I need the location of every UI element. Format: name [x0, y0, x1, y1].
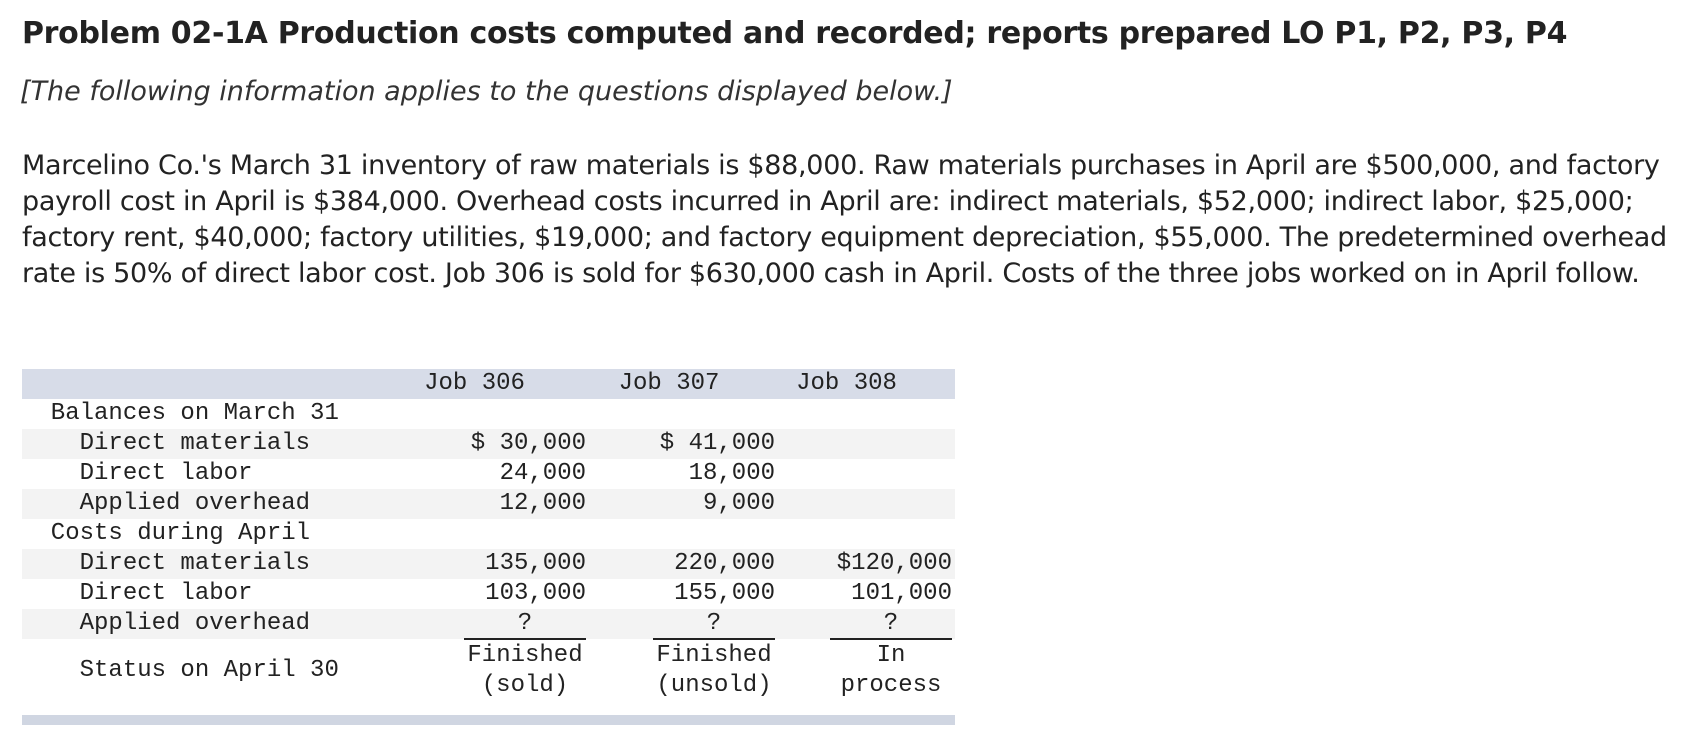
- table-row: Applied overhead???: [22, 609, 955, 640]
- cell: 24,000: [499, 460, 586, 487]
- cell: ?: [775, 609, 952, 640]
- status-line: (sold): [481, 672, 569, 699]
- column-header: Job 308: [796, 370, 897, 397]
- status-line: Finished: [656, 642, 772, 669]
- cell: In process: [775, 639, 952, 703]
- table-row: Direct labor 103,000 155,000 101,000: [22, 579, 955, 609]
- cell: 155,000: [674, 580, 775, 607]
- table-row: Direct materials 135,000 220,000 $120,000: [22, 549, 955, 579]
- header-row: Job 306 Job 307 Job 308: [22, 369, 955, 399]
- row-label: Applied overhead: [22, 610, 311, 637]
- header-spacer: [22, 369, 375, 399]
- cell: Finished (sold): [375, 639, 586, 703]
- row-label: Applied overhead: [22, 490, 311, 517]
- cell: $ 30,000: [470, 430, 586, 457]
- status-cell: Finished (unsold): [653, 641, 775, 701]
- paragraph: Marcelino Co.'s March 31 inventory of ra…: [22, 150, 1667, 289]
- cell: 12,000: [499, 490, 586, 517]
- table-footer-bar: [22, 715, 955, 725]
- status-cell: Finished (sold): [464, 641, 586, 701]
- cell: ?: [375, 609, 586, 640]
- cell-value: ?: [830, 610, 952, 640]
- cell-value: ?: [464, 610, 586, 640]
- status-line: process: [840, 672, 942, 699]
- row-label: Status on April 30: [22, 657, 339, 684]
- status-line: Finished: [467, 642, 583, 669]
- cell: $120,000: [836, 550, 952, 577]
- table-row: Direct materials $ 30,000 $ 41,000: [22, 429, 955, 459]
- column-header: Job 306: [424, 370, 525, 397]
- row-label: Direct materials: [22, 550, 311, 577]
- cell: 103,000: [485, 580, 586, 607]
- table-row: Status on April 30 Finished (sold) Finished…: [22, 639, 955, 703]
- cell: 9,000: [702, 490, 775, 517]
- table-row: Direct labor 24,000 18,000: [22, 459, 955, 489]
- status-cell: In process: [830, 641, 952, 701]
- cell-value: ?: [653, 610, 775, 640]
- cell: ?: [586, 609, 775, 640]
- table-row: Applied overhead 12,000 9,000: [22, 489, 955, 519]
- cell: 220,000: [674, 550, 775, 577]
- row-label: Balances on March 31: [22, 400, 339, 427]
- status-line: In: [876, 642, 906, 669]
- note: [The following information applies to th…: [20, 76, 953, 107]
- column-header: Job 307: [618, 370, 720, 397]
- row-label: Direct materials: [22, 430, 311, 457]
- cell: 18,000: [688, 460, 775, 487]
- cell: 135,000: [485, 550, 586, 577]
- cell: 101,000: [851, 580, 952, 607]
- cell: [775, 429, 952, 459]
- row-label: Costs during April: [22, 520, 311, 547]
- status-line: (unsold): [656, 672, 772, 699]
- cell: [775, 489, 952, 519]
- cost-table: Job 306 Job 307 Job 308 Balances on March …: [22, 369, 955, 703]
- row-label: Direct labor: [22, 460, 253, 487]
- table-row: Balances on March 31: [22, 399, 955, 429]
- cell: Finished (unsold): [586, 639, 775, 703]
- cell: [775, 459, 952, 489]
- row-label: Direct labor: [22, 580, 253, 607]
- title: Problem 02-1A Production costs computed …: [22, 16, 1568, 51]
- table-row: Costs during April: [22, 519, 955, 549]
- cell: $ 41,000: [659, 430, 775, 457]
